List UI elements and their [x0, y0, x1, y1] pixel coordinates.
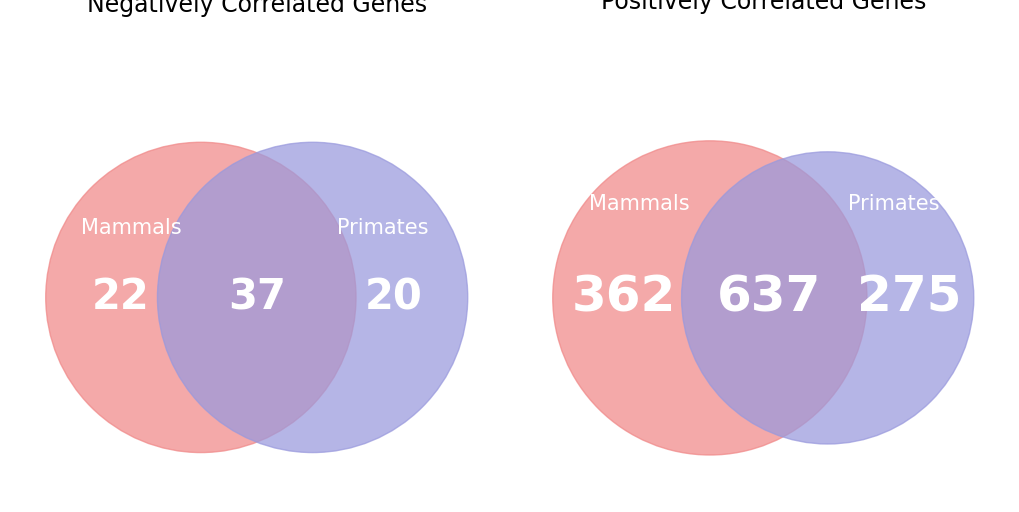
- Text: 37: 37: [227, 276, 285, 318]
- Text: 275: 275: [856, 274, 961, 322]
- Text: 20: 20: [364, 276, 422, 318]
- Text: 637: 637: [716, 274, 820, 322]
- Text: Mammals: Mammals: [588, 194, 689, 214]
- Title: Negatively Correlated Genes: Negatively Correlated Genes: [87, 0, 426, 17]
- Circle shape: [46, 142, 356, 453]
- Circle shape: [157, 142, 468, 453]
- Text: Primates: Primates: [336, 218, 428, 238]
- Circle shape: [681, 152, 973, 444]
- Text: Primates: Primates: [847, 194, 938, 214]
- Text: 22: 22: [92, 276, 149, 318]
- Circle shape: [552, 141, 866, 455]
- Title: Positively Correlated Genes: Positively Correlated Genes: [600, 0, 925, 14]
- Text: Mammals: Mammals: [81, 218, 181, 238]
- Text: 362: 362: [571, 274, 675, 322]
